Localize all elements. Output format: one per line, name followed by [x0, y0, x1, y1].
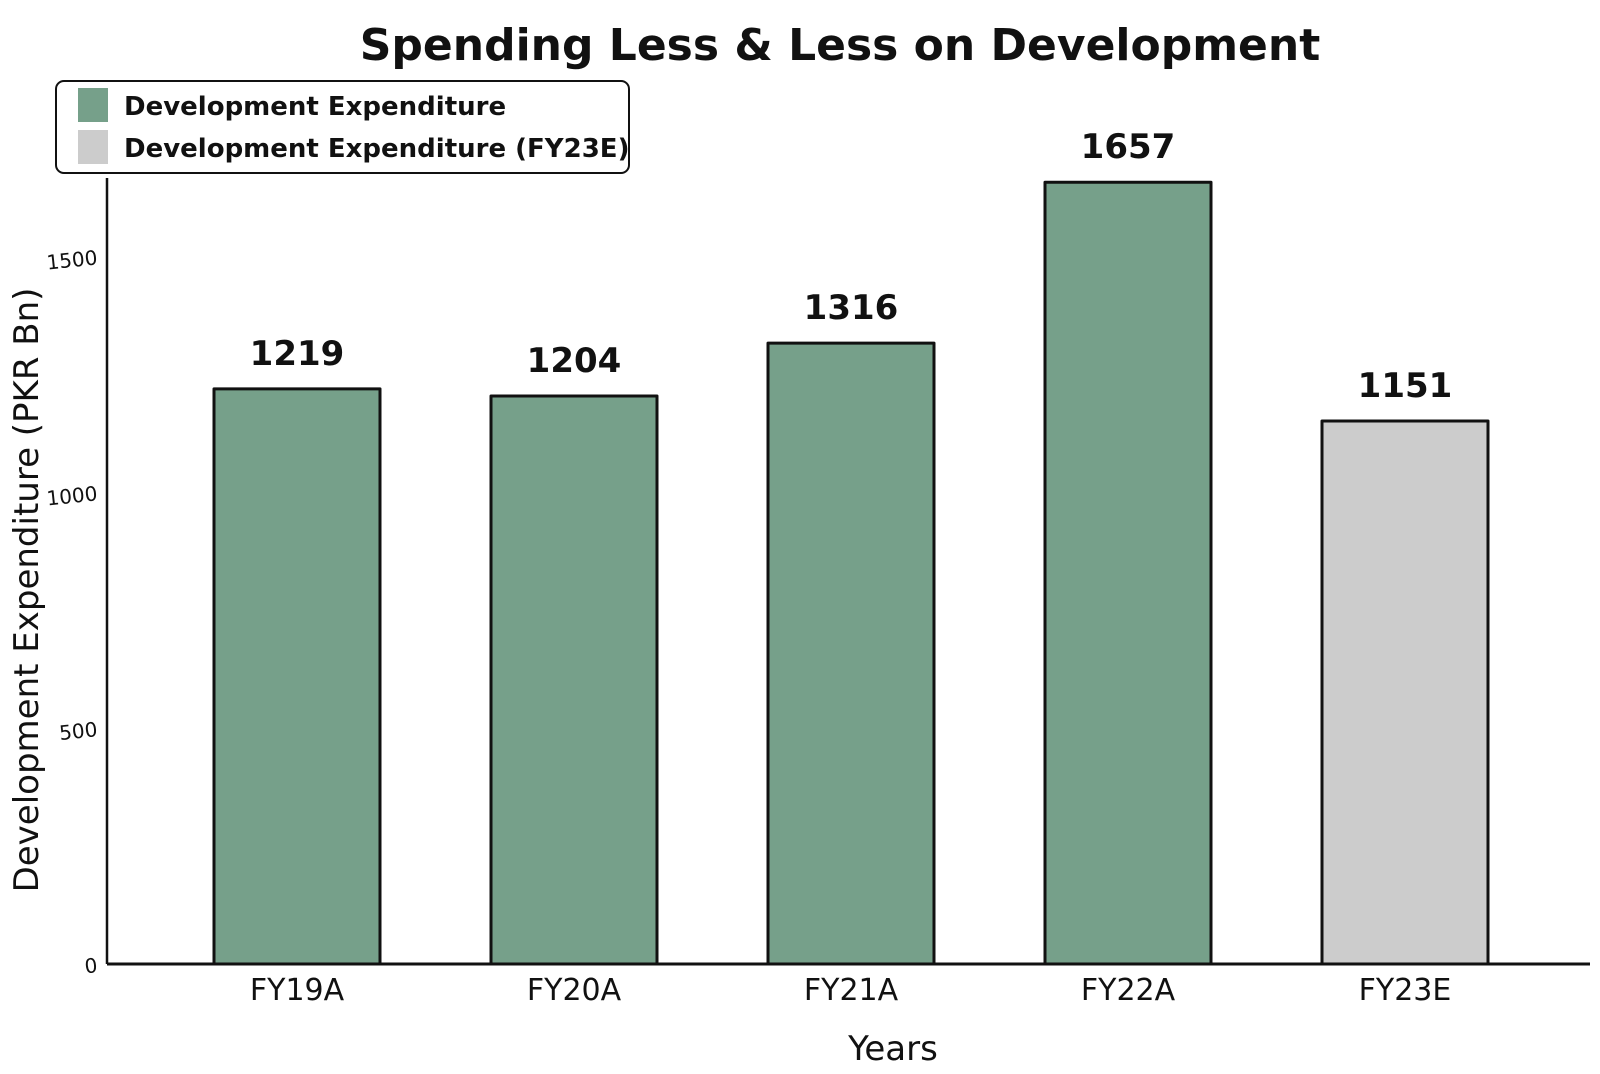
- category-label: FY23E: [1359, 973, 1452, 1008]
- y-axis-title: Development Expenditure (PKR Bn): [7, 288, 47, 893]
- bar-fy19a: [212, 387, 382, 966]
- bar-fy22a: [1043, 180, 1213, 966]
- x-axis-title: Years: [847, 1029, 938, 1069]
- legend-swatch-fy23e: [78, 130, 108, 164]
- value-label: 1657: [1081, 127, 1176, 167]
- category-label: FY21A: [804, 973, 899, 1008]
- value-label: 1219: [250, 334, 345, 374]
- legend-box: [55, 80, 630, 174]
- bar-fy21a: [766, 341, 936, 966]
- value-labels: 1219 1204 1316 1657 1151: [250, 127, 1453, 406]
- category-label: FY20A: [527, 973, 622, 1008]
- y-tick-label: 1000: [45, 481, 98, 510]
- value-label: 1316: [804, 288, 899, 328]
- category-label: FY22A: [1081, 973, 1176, 1008]
- legend-label-fy23e: Development Expenditure (FY23E): [124, 134, 629, 164]
- y-tick-label: 500: [58, 717, 98, 745]
- bars: [212, 180, 1490, 966]
- value-label: 1151: [1358, 366, 1453, 406]
- category-label: FY19A: [250, 973, 345, 1008]
- y-tick-labels: 0 500 1000 1500: [45, 245, 98, 978]
- legend: Development Expenditure Development Expe…: [55, 80, 630, 174]
- chart-title: Spending Less & Less on Development: [360, 20, 1321, 71]
- category-labels: FY19A FY20A FY21A FY22A FY23E: [250, 973, 1452, 1008]
- y-tick-label: 1500: [45, 245, 98, 274]
- bar-fy20a: [489, 394, 659, 966]
- legend-swatch-development: [78, 88, 108, 122]
- value-label: 1204: [527, 341, 622, 381]
- legend-label-development: Development Expenditure: [124, 92, 506, 122]
- y-tick-label: 0: [83, 953, 98, 978]
- bar-fy23e: [1320, 419, 1490, 966]
